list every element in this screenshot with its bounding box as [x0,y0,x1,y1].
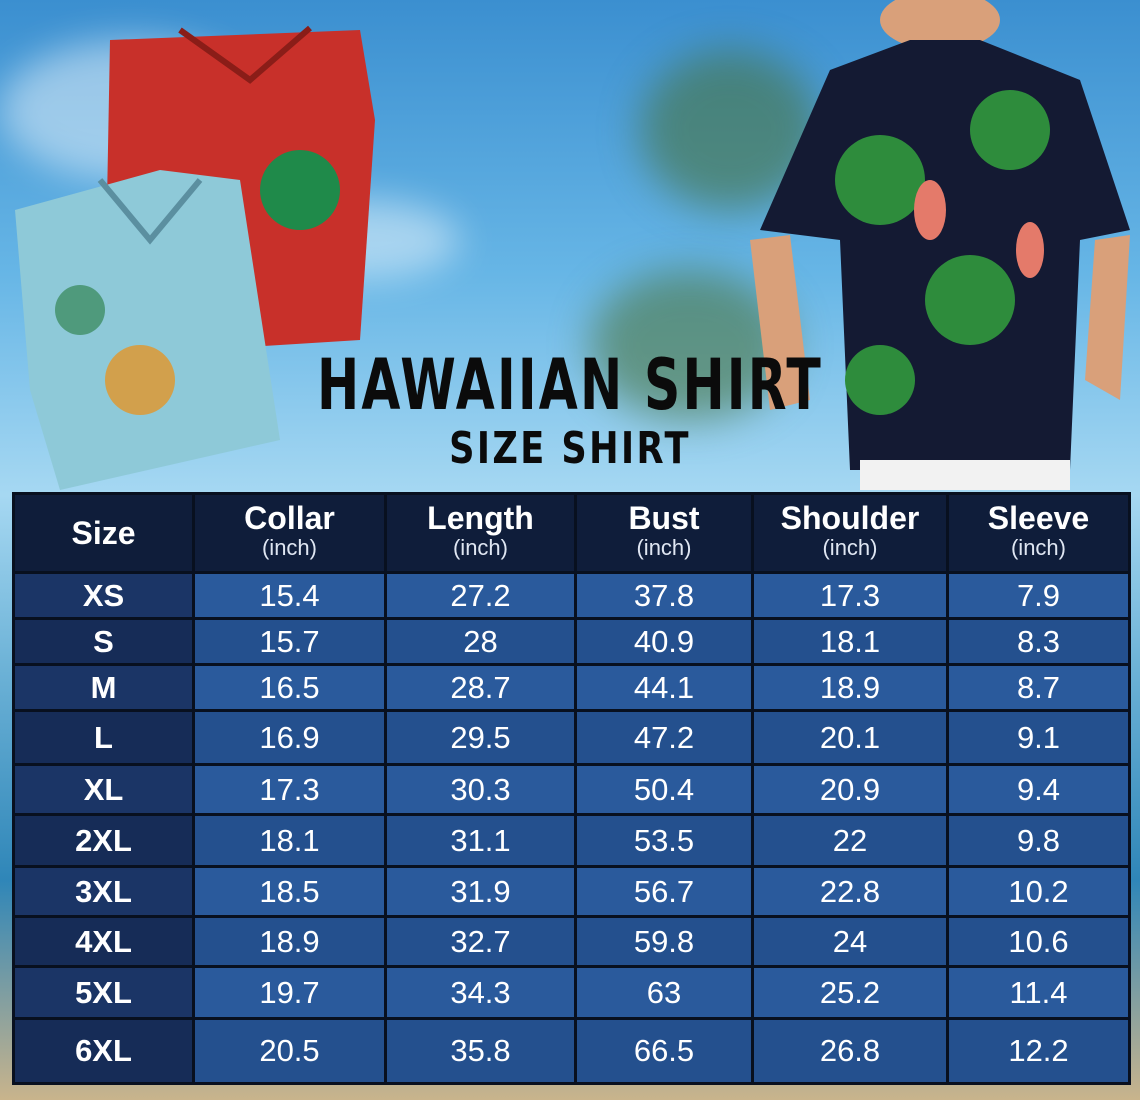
cell-size: 2XL [12,813,195,868]
table-row: XL 17.3 30.3 50.4 20.9 9.4 [12,763,1131,816]
cell-shoulder: 26.8 [751,1017,949,1085]
cell-bust: 66.5 [574,1017,754,1085]
cell-collar: 18.9 [192,915,387,968]
cell-size: L [12,709,195,766]
header-sleeve: Sleeve (inch) [946,492,1131,574]
cell-shoulder: 20.1 [751,709,949,766]
cell-shoulder: 17.3 [751,571,949,620]
cell-sleeve: 9.4 [946,763,1131,816]
table-row: 3XL 18.5 31.9 56.7 22.8 10.2 [12,865,1131,918]
model-shirt-image [750,0,1130,490]
folded-shirts-image [15,25,375,490]
cell-collar: 16.5 [192,663,387,712]
table-row: S 15.7 28 40.9 18.1 8.3 [12,617,1131,666]
cell-bust: 44.1 [574,663,754,712]
cell-size: 4XL [12,915,195,968]
cell-sleeve: 9.8 [946,813,1131,868]
cell-collar: 15.4 [192,571,387,620]
cell-length: 27.2 [384,571,577,620]
cell-collar: 17.3 [192,763,387,816]
page-title: HAWAIIAN SHIRT [317,344,823,426]
table-row: XS 15.4 27.2 37.8 17.3 7.9 [12,571,1131,620]
cell-collar: 19.7 [192,965,387,1020]
table-row: 5XL 19.7 34.3 63 25.2 11.4 [12,965,1131,1020]
table-header-row: Size Collar (inch) Length (inch) Bust (inch… [12,492,1131,574]
page-subtitle: SIZE SHIRT [449,423,691,474]
cell-collar: 15.7 [192,617,387,666]
cell-sleeve: 9.1 [946,709,1131,766]
cell-shoulder: 18.9 [751,663,949,712]
cell-bust: 59.8 [574,915,754,968]
cell-length: 31.1 [384,813,577,868]
cell-sleeve: 11.4 [946,965,1131,1020]
header-length: Length (inch) [384,492,577,574]
cell-sleeve: 12.2 [946,1017,1131,1085]
cell-sleeve: 10.2 [946,865,1131,918]
header-collar: Collar (inch) [192,492,387,574]
table-row: 2XL 18.1 31.1 53.5 22 9.8 [12,813,1131,868]
cell-shoulder: 25.2 [751,965,949,1020]
cell-shoulder: 24 [751,915,949,968]
cell-length: 35.8 [384,1017,577,1085]
cell-length: 29.5 [384,709,577,766]
header-bust: Bust (inch) [574,492,754,574]
cell-length: 31.9 [384,865,577,918]
cell-size: 6XL [12,1017,195,1085]
cell-shoulder: 22 [751,813,949,868]
header-size: Size [12,492,195,574]
cell-bust: 63 [574,965,754,1020]
size-chart-table: Size Collar (inch) Length (inch) Bust (inch… [12,492,1131,1085]
cell-bust: 40.9 [574,617,754,666]
cell-bust: 37.8 [574,571,754,620]
cell-length: 28 [384,617,577,666]
cell-size: S [12,617,195,666]
cell-collar: 20.5 [192,1017,387,1085]
table-row: L 16.9 29.5 47.2 20.1 9.1 [12,709,1131,766]
cell-collar: 18.5 [192,865,387,918]
cell-collar: 16.9 [192,709,387,766]
cell-size: 5XL [12,965,195,1020]
cell-length: 32.7 [384,915,577,968]
cell-length: 28.7 [384,663,577,712]
cell-shoulder: 18.1 [751,617,949,666]
cell-sleeve: 10.6 [946,915,1131,968]
cell-bust: 50.4 [574,763,754,816]
cell-shoulder: 20.9 [751,763,949,816]
cell-sleeve: 8.7 [946,663,1131,712]
cell-size: XL [12,763,195,816]
cell-size: M [12,663,195,712]
table-row: 4XL 18.9 32.7 59.8 24 10.6 [12,915,1131,968]
cell-size: XS [12,571,195,620]
cell-collar: 18.1 [192,813,387,868]
cell-bust: 47.2 [574,709,754,766]
cell-sleeve: 8.3 [946,617,1131,666]
cell-length: 34.3 [384,965,577,1020]
cell-sleeve: 7.9 [946,571,1131,620]
cell-bust: 56.7 [574,865,754,918]
header-shoulder: Shoulder (inch) [751,492,949,574]
cell-size: 3XL [12,865,195,918]
table-row: M 16.5 28.7 44.1 18.9 8.7 [12,663,1131,712]
cell-length: 30.3 [384,763,577,816]
cell-shoulder: 22.8 [751,865,949,918]
cell-bust: 53.5 [574,813,754,868]
table-row: 6XL 20.5 35.8 66.5 26.8 12.2 [12,1017,1131,1085]
